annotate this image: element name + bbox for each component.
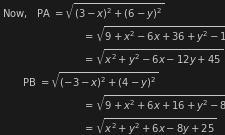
Text: $= \sqrt{9+x^2+6x+16+y^2-8y}$: $= \sqrt{9+x^2+6x+16+y^2-8y}$ xyxy=(83,94,225,114)
Text: Now,   PA $= \sqrt{(3-x)^2+(6-y)^2}$: Now, PA $= \sqrt{(3-x)^2+(6-y)^2}$ xyxy=(2,2,165,22)
Text: $= \sqrt{9+x^2-6x+36+y^2-12y}$: $= \sqrt{9+x^2-6x+36+y^2-12y}$ xyxy=(83,25,225,45)
Text: $= \sqrt{x^2+y^2-6x-12y+45}$: $= \sqrt{x^2+y^2-6x-12y+45}$ xyxy=(83,48,223,68)
Text: PB $= \sqrt{(-3-x)^2+(4-y)^2}$: PB $= \sqrt{(-3-x)^2+(4-y)^2}$ xyxy=(22,71,159,91)
Text: $= \sqrt{x^2+y^2+6x-8y+25}$: $= \sqrt{x^2+y^2+6x-8y+25}$ xyxy=(83,117,217,135)
